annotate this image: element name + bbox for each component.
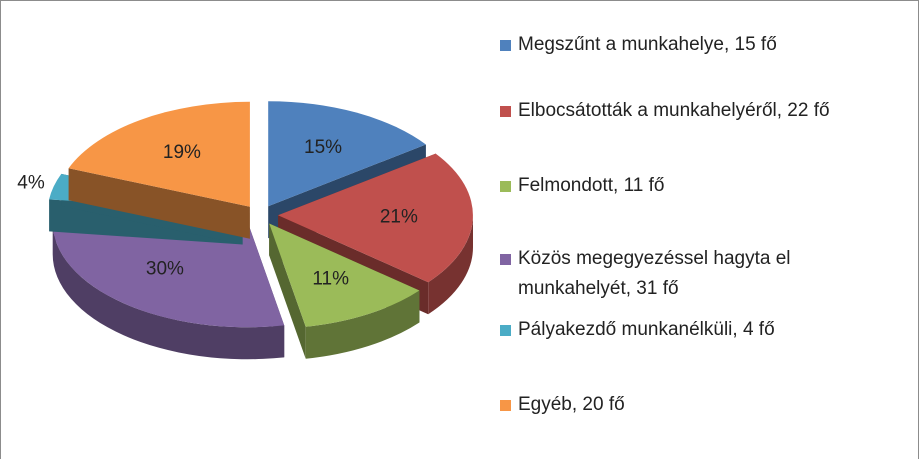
legend-entry: Közös megegyezéssel hagyta el munkahelyé… bbox=[500, 244, 863, 304]
legend-swatch bbox=[500, 40, 511, 51]
pie-slice bbox=[269, 223, 420, 359]
legend-label: Egyéb, 20 fő bbox=[518, 394, 625, 415]
slice-top bbox=[278, 153, 473, 283]
data-label: 30% bbox=[146, 259, 184, 280]
slice-top bbox=[68, 101, 250, 207]
legend-entry: Egyéb, 20 fő bbox=[500, 390, 863, 420]
legend-label: Felmondott, 11 fő bbox=[518, 175, 665, 196]
legend-swatch bbox=[500, 254, 511, 265]
legend-entry: Pályakezdő munkanélküli, 4 fő bbox=[500, 315, 863, 345]
legend-label: Közös megegyezéssel hagyta el munkahelyé… bbox=[518, 248, 791, 299]
slice-top bbox=[269, 223, 420, 327]
data-label: 11% bbox=[312, 269, 349, 290]
data-label: 15% bbox=[304, 137, 342, 158]
legend-entry: Felmondott, 11 fő bbox=[500, 171, 863, 201]
data-label: 21% bbox=[380, 206, 418, 227]
legend-label: Megszűnt a munkahelye, 15 fő bbox=[518, 34, 777, 55]
slice-wall bbox=[305, 290, 420, 359]
legend-entry: Megszűnt a munkahelye, 15 fő bbox=[500, 30, 863, 60]
slice-wall bbox=[428, 215, 473, 315]
legend-label: Pályakezdő munkanélküli, 4 fő bbox=[518, 319, 775, 340]
slice-top bbox=[268, 101, 426, 207]
data-label: 19% bbox=[163, 142, 201, 163]
slice-side bbox=[269, 223, 306, 359]
slice-wall bbox=[52, 222, 285, 360]
legend-swatch bbox=[500, 325, 511, 336]
legend-swatch bbox=[500, 400, 511, 411]
legend-entry: Elbocsátották a munkahelyéről, 22 fő bbox=[500, 96, 863, 126]
legend-swatch bbox=[500, 106, 511, 117]
legend-swatch bbox=[500, 181, 511, 192]
slice-side bbox=[68, 168, 250, 239]
data-label: 4% bbox=[17, 172, 45, 193]
pie-slice bbox=[68, 101, 250, 239]
legend-label: Elbocsátották a munkahelyéről, 22 fő bbox=[518, 100, 830, 121]
